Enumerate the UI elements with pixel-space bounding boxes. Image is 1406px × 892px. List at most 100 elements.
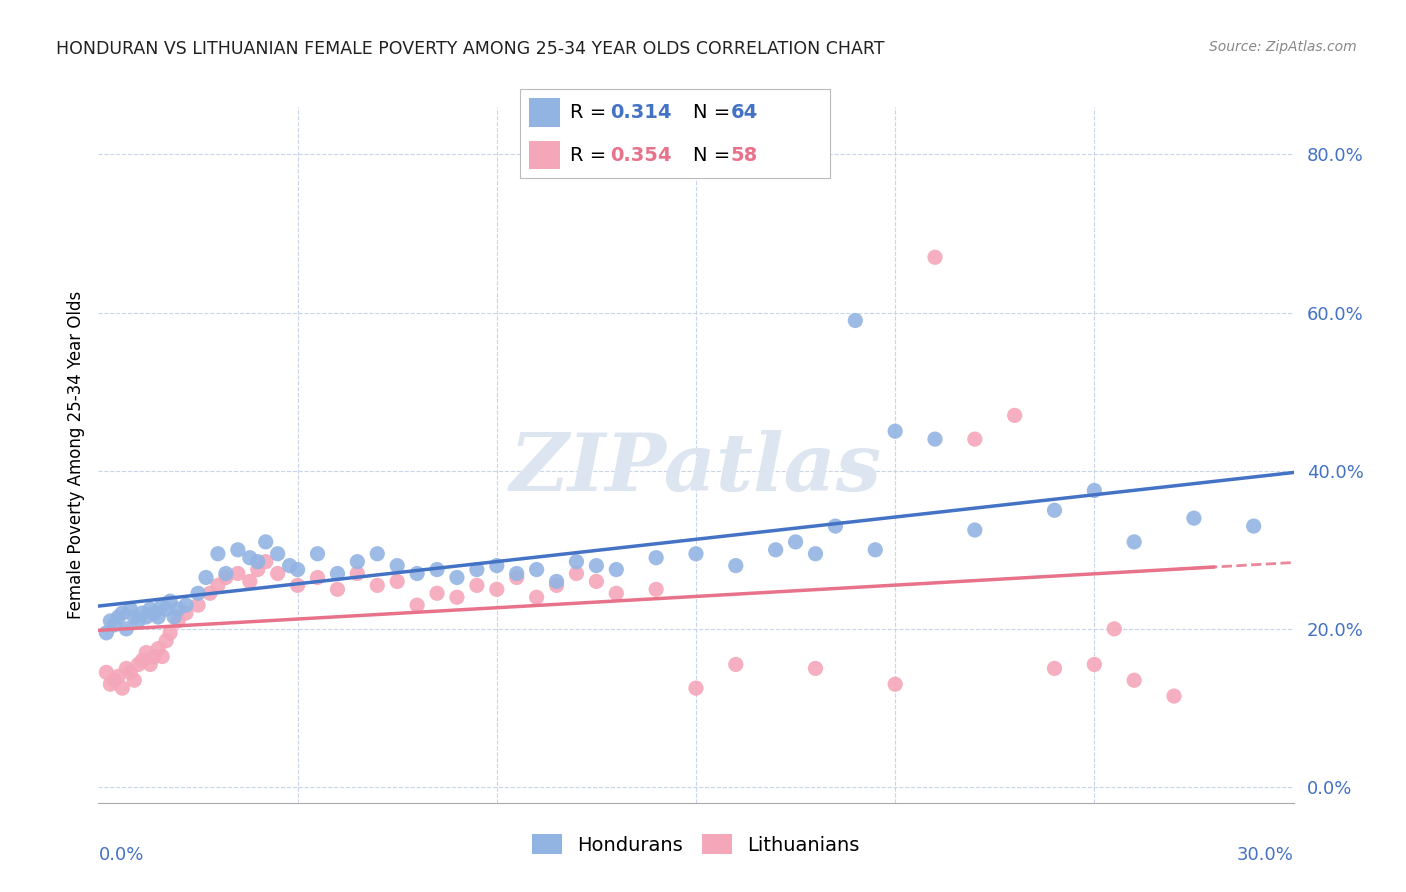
- Point: [1083, 657, 1105, 672]
- Point: [226, 566, 249, 581]
- Point: [174, 606, 197, 620]
- Point: [1123, 534, 1146, 549]
- Point: [724, 657, 747, 672]
- Point: [685, 681, 707, 695]
- Point: [307, 570, 329, 584]
- Point: [124, 610, 146, 624]
- Point: [526, 591, 548, 605]
- Point: [485, 582, 508, 597]
- Point: [139, 657, 162, 672]
- Point: [246, 555, 269, 569]
- Point: [127, 614, 149, 628]
- Point: [148, 641, 170, 656]
- Point: [135, 646, 157, 660]
- Bar: [530, 141, 561, 169]
- Point: [135, 610, 157, 624]
- Point: [326, 566, 349, 581]
- Point: [163, 610, 186, 624]
- Point: [143, 649, 166, 664]
- Point: [187, 598, 209, 612]
- Point: [585, 558, 607, 573]
- Point: [278, 558, 301, 573]
- Point: [346, 555, 368, 569]
- Point: [465, 563, 488, 577]
- Point: [287, 578, 309, 592]
- Point: [406, 598, 429, 612]
- Point: [150, 649, 173, 664]
- Text: R =: R =: [569, 145, 612, 165]
- Point: [155, 633, 177, 648]
- Point: [366, 578, 388, 592]
- Text: 0.0%: 0.0%: [98, 847, 143, 864]
- Point: [115, 622, 138, 636]
- Point: [645, 550, 668, 565]
- Text: Source: ZipAtlas.com: Source: ZipAtlas.com: [1209, 40, 1357, 54]
- Point: [1043, 661, 1066, 675]
- Point: [111, 606, 134, 620]
- Point: [446, 591, 468, 605]
- Point: [1004, 409, 1026, 423]
- Point: [131, 606, 153, 620]
- Text: 30.0%: 30.0%: [1237, 847, 1294, 864]
- Point: [645, 582, 668, 597]
- Point: [215, 570, 238, 584]
- Point: [167, 614, 190, 628]
- Text: 58: 58: [731, 145, 758, 165]
- Point: [103, 618, 125, 632]
- Point: [148, 610, 170, 624]
- Point: [724, 558, 747, 573]
- Text: N =: N =: [693, 145, 737, 165]
- Point: [1123, 673, 1146, 688]
- Point: [167, 602, 190, 616]
- Point: [107, 610, 129, 624]
- Point: [159, 625, 181, 640]
- Legend: Hondurans, Lithuanians: Hondurans, Lithuanians: [524, 827, 868, 863]
- Point: [485, 558, 508, 573]
- Point: [924, 250, 946, 264]
- Y-axis label: Female Poverty Among 25-34 Year Olds: Female Poverty Among 25-34 Year Olds: [66, 291, 84, 619]
- Point: [96, 665, 118, 680]
- Point: [139, 602, 162, 616]
- Point: [159, 594, 181, 608]
- Point: [254, 555, 277, 569]
- Point: [465, 578, 488, 592]
- Point: [107, 669, 129, 683]
- Point: [198, 586, 221, 600]
- Point: [385, 558, 409, 573]
- Point: [446, 570, 468, 584]
- Point: [346, 566, 368, 581]
- Point: [267, 566, 290, 581]
- Text: R =: R =: [569, 103, 612, 122]
- Point: [143, 606, 166, 620]
- Point: [1043, 503, 1066, 517]
- Point: [127, 657, 149, 672]
- Point: [254, 534, 277, 549]
- Point: [824, 519, 846, 533]
- Bar: [530, 98, 561, 127]
- Point: [865, 542, 887, 557]
- Point: [546, 578, 568, 592]
- Point: [804, 547, 827, 561]
- Point: [187, 586, 209, 600]
- Point: [239, 574, 262, 589]
- Point: [246, 563, 269, 577]
- Text: 0.314: 0.314: [610, 103, 672, 122]
- Point: [239, 550, 262, 565]
- Point: [546, 574, 568, 589]
- Point: [963, 523, 986, 537]
- Point: [207, 547, 229, 561]
- Point: [195, 570, 218, 584]
- Point: [155, 602, 177, 616]
- Point: [207, 578, 229, 592]
- Point: [366, 547, 388, 561]
- Point: [111, 681, 134, 695]
- Point: [267, 547, 290, 561]
- Point: [385, 574, 409, 589]
- Point: [226, 542, 249, 557]
- Point: [1083, 483, 1105, 498]
- Point: [844, 313, 866, 327]
- Point: [307, 547, 329, 561]
- Point: [605, 586, 627, 600]
- Point: [426, 586, 449, 600]
- Point: [215, 566, 238, 581]
